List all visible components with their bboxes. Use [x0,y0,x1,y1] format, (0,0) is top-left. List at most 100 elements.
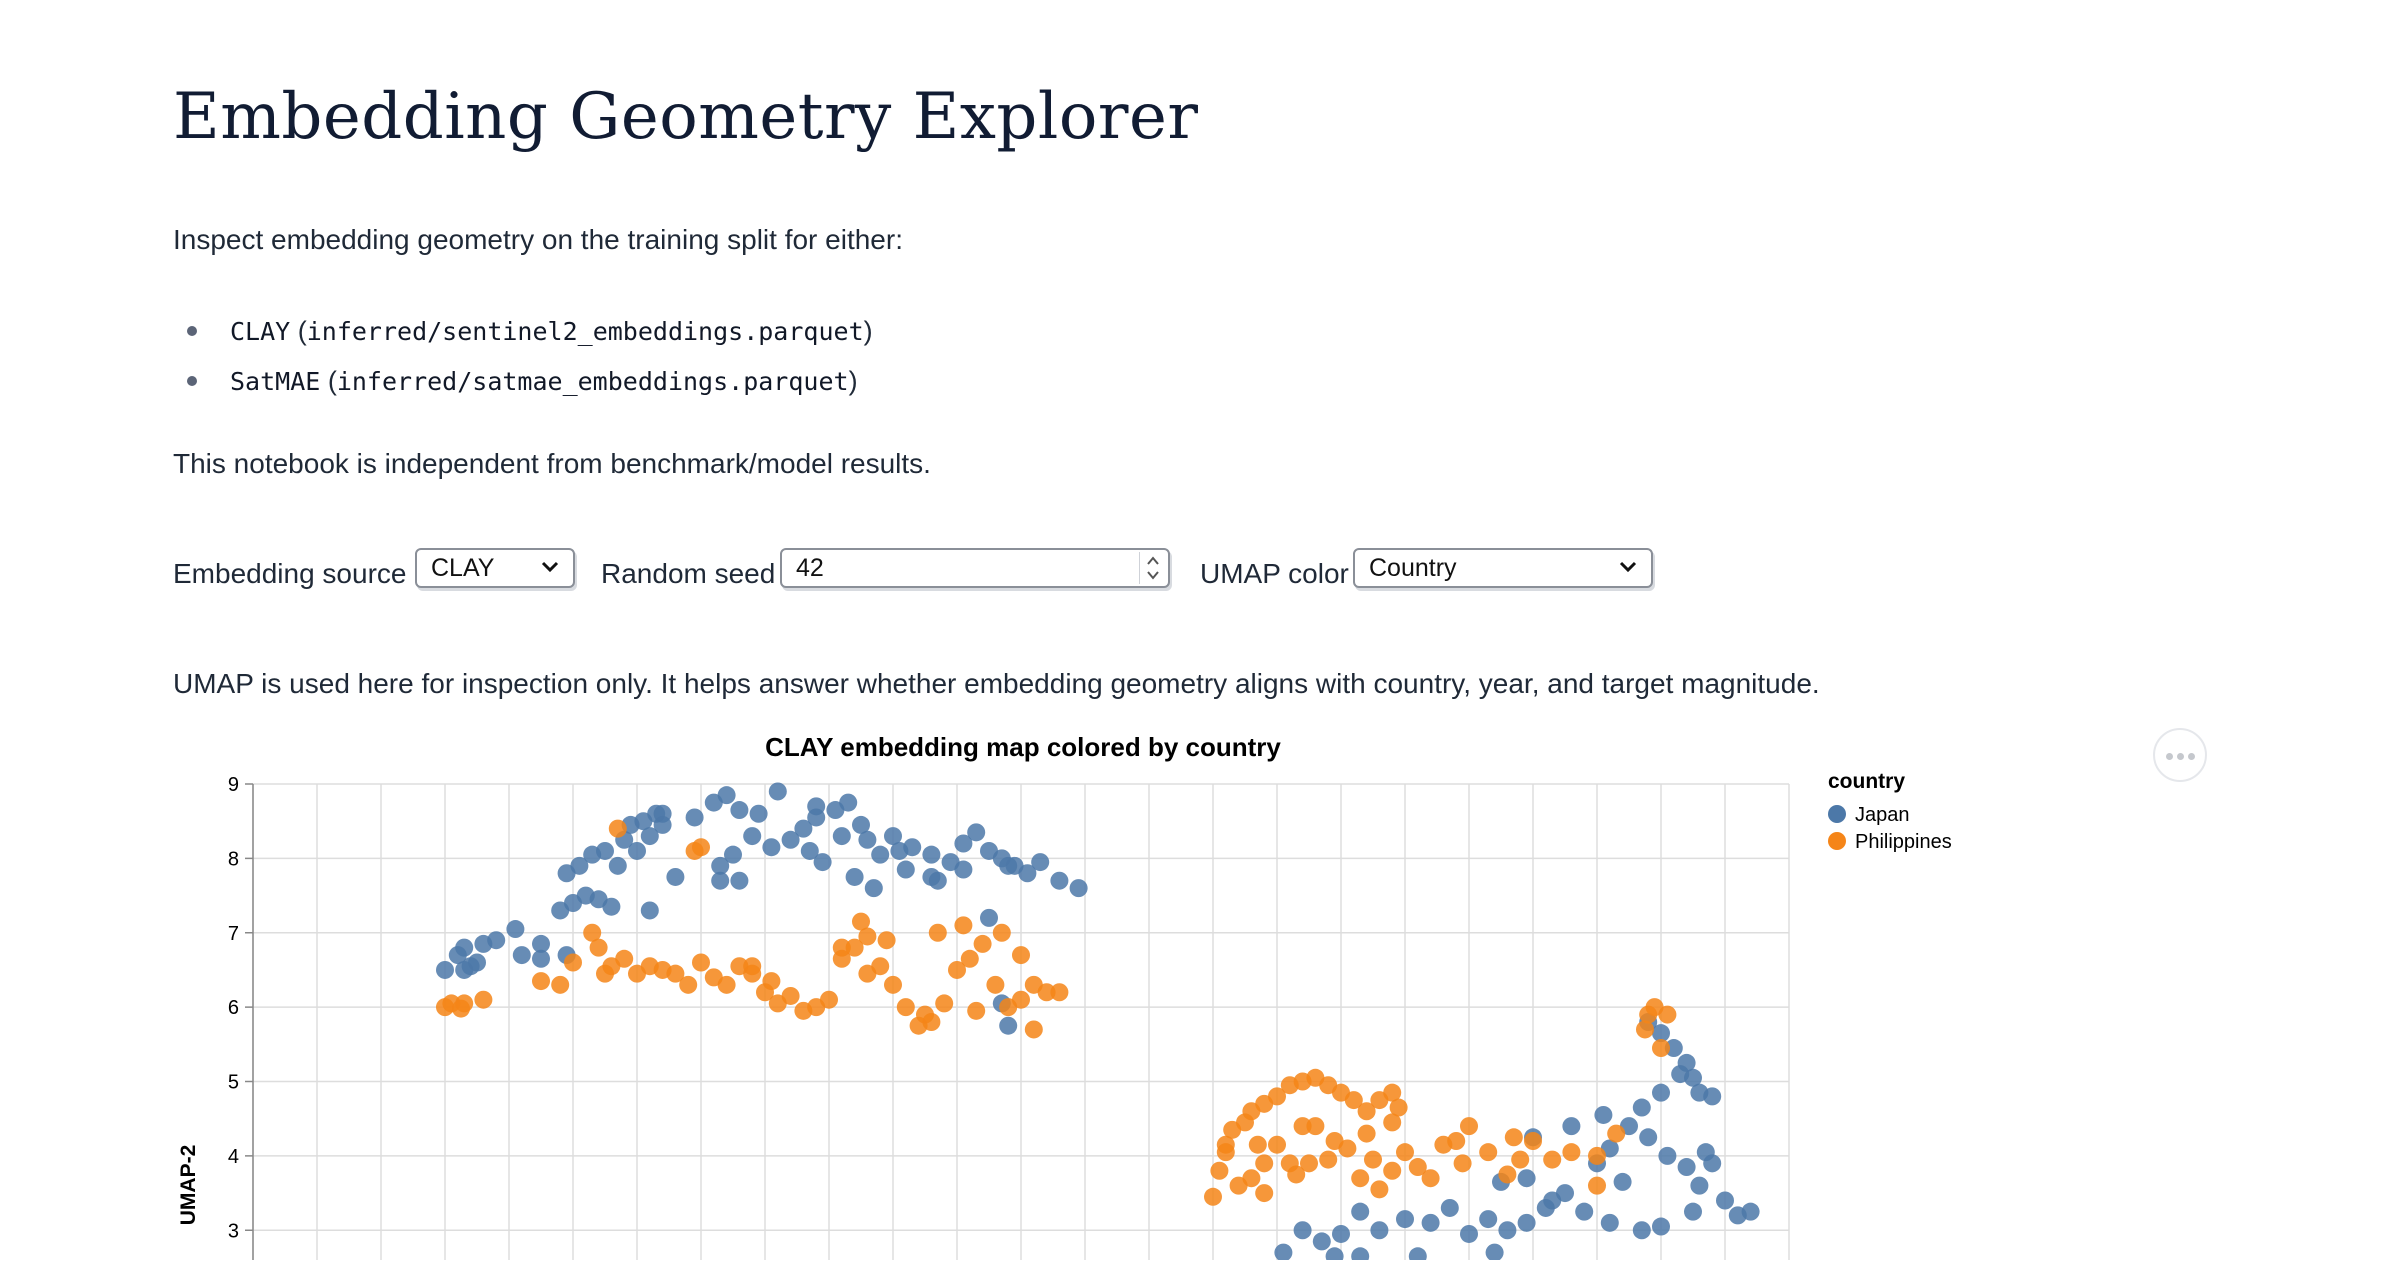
data-point-japan[interactable] [858,830,877,849]
data-point-philippines[interactable] [1357,1102,1376,1121]
data-point-japan[interactable] [928,871,947,890]
data-point-japan[interactable] [1664,1039,1683,1058]
data-point-japan[interactable] [813,853,832,872]
data-point-philippines[interactable] [858,964,877,983]
data-point-philippines[interactable] [986,975,1005,994]
data-point-japan[interactable] [832,827,851,846]
data-point-philippines[interactable] [1383,1161,1402,1180]
data-point-japan[interactable] [967,823,986,842]
data-point-philippines[interactable] [608,819,627,838]
data-point-philippines[interactable] [474,990,493,1009]
data-point-japan[interactable] [1741,1202,1760,1221]
data-point-japan[interactable] [1396,1210,1414,1229]
data-point-japan[interactable] [1293,1221,1312,1240]
data-point-japan[interactable] [640,901,659,920]
data-point-philippines[interactable] [954,916,973,935]
data-point-japan[interactable] [1690,1176,1709,1195]
data-point-japan[interactable] [1485,1243,1504,1262]
data-point-japan[interactable] [1632,1098,1651,1117]
data-point-japan[interactable] [730,801,749,820]
data-point-philippines[interactable] [916,1005,934,1024]
data-point-japan[interactable] [1274,1243,1293,1262]
data-point-japan[interactable] [1652,1083,1670,1102]
data-point-japan[interactable] [1421,1213,1440,1232]
data-point-philippines[interactable] [852,912,870,931]
data-point-japan[interactable] [999,1016,1018,1035]
data-point-japan[interactable] [730,871,749,890]
data-point-japan[interactable] [1031,853,1050,872]
data-point-japan[interactable] [1069,879,1088,898]
data-point-philippines[interactable] [1300,1154,1318,1173]
more-horizontal-icon[interactable] [2153,728,2207,782]
data-point-philippines[interactable] [858,927,877,946]
data-point-japan[interactable] [954,834,973,853]
data-point-philippines[interactable] [1389,1098,1408,1117]
data-point-philippines[interactable] [596,964,614,983]
data-point-philippines[interactable] [1498,1165,1517,1184]
data-point-japan[interactable] [602,897,621,916]
spinner-arrows-icon[interactable] [1139,552,1166,584]
data-point-japan[interactable] [794,819,813,838]
data-point-philippines[interactable] [1268,1135,1286,1154]
data-point-philippines[interactable] [1479,1143,1498,1162]
data-point-philippines[interactable] [877,931,896,950]
data-point-japan[interactable] [839,793,858,812]
data-point-japan[interactable] [570,856,589,875]
data-point-japan[interactable] [1050,871,1069,890]
data-point-philippines[interactable] [967,1001,986,1020]
data-point-japan[interactable] [1479,1210,1498,1229]
data-point-japan[interactable] [852,815,870,834]
data-point-japan[interactable] [1632,1221,1651,1240]
data-point-japan[interactable] [800,841,819,860]
data-point-philippines[interactable] [1588,1146,1606,1165]
data-point-philippines[interactable] [845,938,864,957]
data-point-philippines[interactable] [1447,1132,1466,1150]
data-point-japan[interactable] [487,931,506,950]
data-point-japan[interactable] [864,879,883,898]
data-point-philippines[interactable] [992,923,1011,942]
data-point-philippines[interactable] [1024,1020,1043,1039]
random-seed-input[interactable]: 42 [780,548,1170,588]
data-point-japan[interactable] [884,827,902,846]
data-point-japan[interactable] [1351,1247,1370,1265]
data-point-japan[interactable] [1703,1087,1722,1106]
data-point-philippines[interactable] [1636,1020,1654,1039]
data-point-philippines[interactable] [820,990,838,1009]
data-point-japan[interactable] [724,845,742,864]
data-point-philippines[interactable] [935,994,954,1013]
data-point-philippines[interactable] [532,972,550,991]
data-point-japan[interactable] [1671,1065,1690,1084]
data-point-philippines[interactable] [1012,990,1030,1009]
data-point-philippines[interactable] [1524,1132,1542,1150]
data-point-philippines[interactable] [1383,1113,1402,1132]
data-point-philippines[interactable] [884,975,902,994]
data-point-japan[interactable] [922,845,941,864]
data-point-philippines[interactable] [1511,1150,1530,1169]
embedding-source-select[interactable]: CLAY [415,548,575,588]
data-point-japan[interactable] [532,949,550,968]
data-point-japan[interactable] [1562,1117,1581,1136]
data-point-philippines[interactable] [1325,1132,1344,1150]
data-point-philippines[interactable] [1364,1150,1382,1169]
data-point-philippines[interactable] [973,934,992,953]
data-point-philippines[interactable] [762,972,781,991]
data-point-japan[interactable] [1677,1158,1696,1177]
data-point-philippines[interactable] [452,999,470,1018]
data-point-japan[interactable] [762,838,781,857]
data-point-philippines[interactable] [1306,1117,1325,1136]
data-point-philippines[interactable] [551,975,570,994]
data-point-japan[interactable] [1652,1217,1670,1236]
data-point-philippines[interactable] [1421,1169,1440,1188]
data-point-philippines[interactable] [1216,1143,1235,1162]
data-point-philippines[interactable] [896,998,915,1017]
data-point-philippines[interactable] [615,949,634,968]
data-point-japan[interactable] [717,786,736,805]
data-point-japan[interactable] [1351,1202,1370,1221]
data-point-philippines[interactable] [1396,1143,1414,1162]
data-point-philippines[interactable] [583,923,602,942]
data-point-philippines[interactable] [1037,983,1056,1002]
data-point-philippines[interactable] [1344,1091,1363,1110]
data-point-japan[interactable] [455,938,474,957]
data-point-philippines[interactable] [1287,1165,1306,1184]
data-point-philippines[interactable] [1504,1128,1523,1147]
